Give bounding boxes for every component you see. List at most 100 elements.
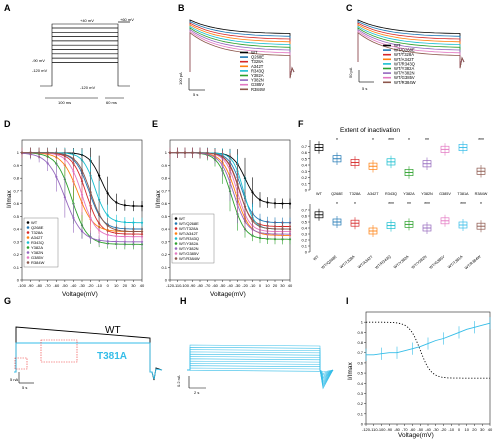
y-tick-label: 0.1 — [301, 181, 307, 186]
x-tick-label: 10 — [114, 283, 119, 288]
legend-c: WTWT/Q268EWT/T328AWT/A342TWT/R343QWT/Y38… — [383, 43, 416, 85]
data-point — [273, 227, 277, 230]
data-point — [98, 212, 101, 216]
x-tick-label: 30 — [131, 283, 136, 288]
data-point — [266, 227, 269, 230]
y-tick-label: 0.4 — [13, 227, 19, 232]
data-point — [115, 235, 118, 238]
protocol-bottom-label: -120 mV — [80, 85, 95, 90]
data-point — [72, 216, 75, 219]
x-tick-label: 0 — [259, 283, 262, 288]
scale-label-current-b: 100 pA — [178, 72, 183, 85]
protocol-time2-label: 60 ms — [106, 100, 117, 105]
scale-label-current-h: 0.2 nA — [176, 375, 181, 387]
data-point — [72, 170, 75, 173]
data-point — [228, 164, 232, 167]
x-tick-label: -90 — [190, 283, 197, 288]
data-point — [132, 221, 135, 224]
protocol-outline — [40, 23, 130, 87]
zoom-box-2 — [40, 339, 78, 363]
x-tick-label: -60 — [53, 283, 60, 288]
category-label: Q268E — [331, 192, 343, 196]
data-point — [123, 240, 126, 243]
data-point — [132, 204, 135, 208]
data-point — [115, 201, 118, 204]
current-traces-h — [187, 344, 334, 390]
data-point — [288, 202, 292, 205]
chart-d-plot: 00.10.20.30.40.50.60.70.80.91-100 -90 -80-… — [13, 139, 145, 288]
x-tick-label: -50 — [220, 283, 227, 288]
current-trace — [357, 27, 465, 69]
legend-marker — [26, 246, 30, 249]
x-tick-label: -100 — [181, 283, 190, 288]
y-tick-label: 0 — [305, 188, 308, 193]
y-tick-label: 0.3 — [357, 391, 363, 396]
y-tick-label: 0 — [165, 278, 168, 283]
x-tick-label: 30 — [480, 427, 485, 432]
legend-label: R384W — [31, 260, 45, 265]
data-point — [198, 151, 202, 154]
data-point — [243, 205, 247, 208]
data-point — [183, 151, 187, 154]
category-label: Y382A — [403, 192, 415, 196]
y-tick-label: 0.1 — [13, 265, 19, 270]
y-tick-label: 0.3 — [161, 239, 167, 244]
scale-label-time-c: 5 s — [362, 86, 367, 91]
y-tick-label: 0.8 — [357, 340, 363, 345]
chart-d-legend: WTQ268ET328AA342TR343QY382AY382NG385VR38… — [23, 217, 59, 268]
data-point — [98, 239, 101, 242]
x-tick-label: 30 — [280, 283, 285, 288]
y-tick-label: 0.7 — [301, 208, 307, 213]
trace-label-wt: WT — [105, 325, 121, 336]
panel-label-e: E — [152, 119, 158, 129]
category-label: WT/Y382N — [411, 255, 428, 270]
x-tick-label: -70 — [402, 427, 409, 432]
y-tick-label: 1 — [361, 320, 364, 325]
protocol-time1-label: 100 ms — [58, 100, 71, 105]
data-point — [89, 191, 92, 194]
x-tick-label: 40 — [140, 283, 145, 288]
x-tick-label: -10 — [96, 283, 103, 288]
chart-f-title: Extent of inactivation — [340, 127, 400, 134]
y-tick-label: 0.9 — [13, 163, 19, 168]
x-tick-label: -40 — [425, 427, 432, 432]
x-tick-label: -20 — [88, 283, 95, 288]
legend-label: Y382A — [31, 245, 43, 250]
chart-e-legend: WTWT/Q268EWT/T328AWT/A342TWT/R343QWT/Y38… — [171, 213, 215, 264]
data-point — [115, 228, 118, 231]
legend-label: WT/Q268E — [179, 221, 199, 226]
data-point — [281, 202, 284, 205]
legend-label: A342T — [31, 235, 43, 240]
scale-label-time-b: 5 s — [193, 92, 198, 97]
y-tick-label: 0.5 — [357, 371, 363, 376]
y-tick-label: 0.5 — [301, 220, 307, 225]
y-tick-label: 0.8 — [13, 176, 19, 181]
current-trace — [357, 20, 465, 69]
x-tick-label: -70 — [45, 283, 52, 288]
y-tick-label: 0.7 — [161, 188, 167, 193]
x-tick-label: 20 — [472, 427, 477, 432]
y-tick-label: 0.9 — [161, 163, 167, 168]
legend-marker — [26, 236, 30, 239]
legend-frame — [171, 213, 215, 264]
current-trace — [357, 30, 465, 69]
y-tick-label: 0.2 — [13, 252, 19, 257]
current-trace — [357, 19, 465, 69]
current-trace — [189, 25, 295, 79]
y-tick-label: 0.3 — [13, 239, 19, 244]
chart-e-xlabel: Voltage(mV) — [210, 291, 246, 298]
legend-label: WT/R343Q — [394, 61, 416, 66]
x-tick-label: 0 — [107, 283, 110, 288]
data-point — [140, 205, 144, 208]
data-point — [236, 182, 239, 185]
y-tick-label: 0.2 — [301, 238, 307, 243]
data-point — [251, 191, 254, 194]
category-label: A342T — [367, 192, 379, 196]
panel-b-traces: WTQ268ET328AA342TR343QY382AY382NG385VR38… — [178, 19, 295, 97]
x-tick-label: 10 — [465, 427, 470, 432]
data-point — [251, 219, 254, 223]
data-point — [132, 235, 135, 238]
data-point — [115, 240, 118, 243]
data-point — [80, 193, 84, 196]
x-tick-label: 40 — [488, 427, 493, 432]
